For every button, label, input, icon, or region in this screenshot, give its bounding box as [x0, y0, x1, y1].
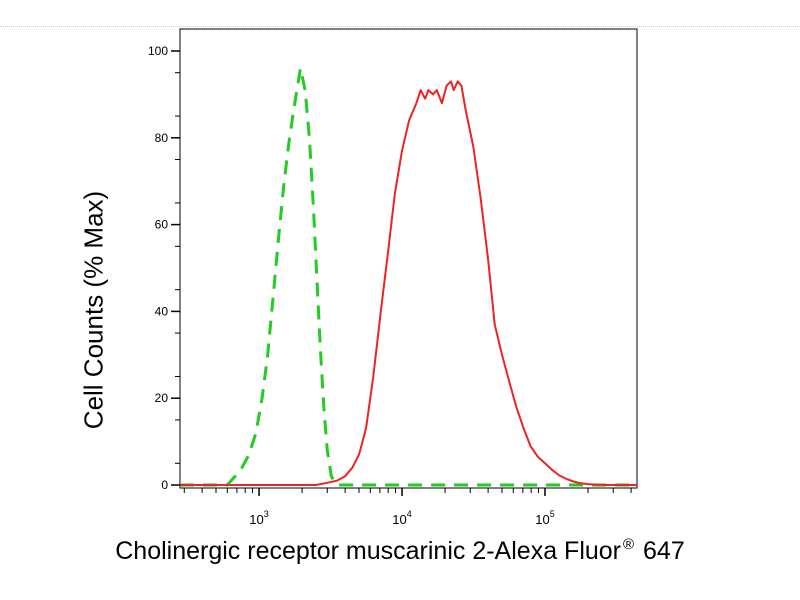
series-layer	[180, 66, 637, 487]
x-axis-title-main: Cholinergic receptor muscarinic 2-Alexa …	[115, 537, 621, 565]
y-tick-label: 60	[155, 218, 169, 232]
plot-frame	[179, 28, 638, 489]
y-axis-title-text: Cell Counts (% Max)	[78, 190, 109, 430]
sample-histogram-line	[180, 80, 637, 486]
y-tick-label: 100	[148, 44, 168, 58]
x-axis-title: Cholinergic receptor muscarinic 2-Alexa …	[0, 536, 800, 566]
x-tick-label: 104	[392, 509, 411, 527]
control-histogram-line	[180, 66, 637, 487]
x-tick-label: 105	[535, 509, 554, 527]
x-axis-title-tail: 647	[636, 537, 685, 565]
y-tick-label: 80	[155, 131, 169, 145]
y-tick-label: 20	[155, 391, 169, 405]
registered-mark: ®	[623, 536, 635, 553]
y-tick-label: 40	[155, 304, 169, 318]
x-axis: 103 104 105	[183, 488, 632, 527]
top-divider	[0, 26, 800, 27]
x-tick-label: 103	[249, 509, 268, 527]
y-tick-label: 0	[161, 478, 168, 492]
y-axis: 0 20 40 60 80 100	[148, 44, 180, 492]
